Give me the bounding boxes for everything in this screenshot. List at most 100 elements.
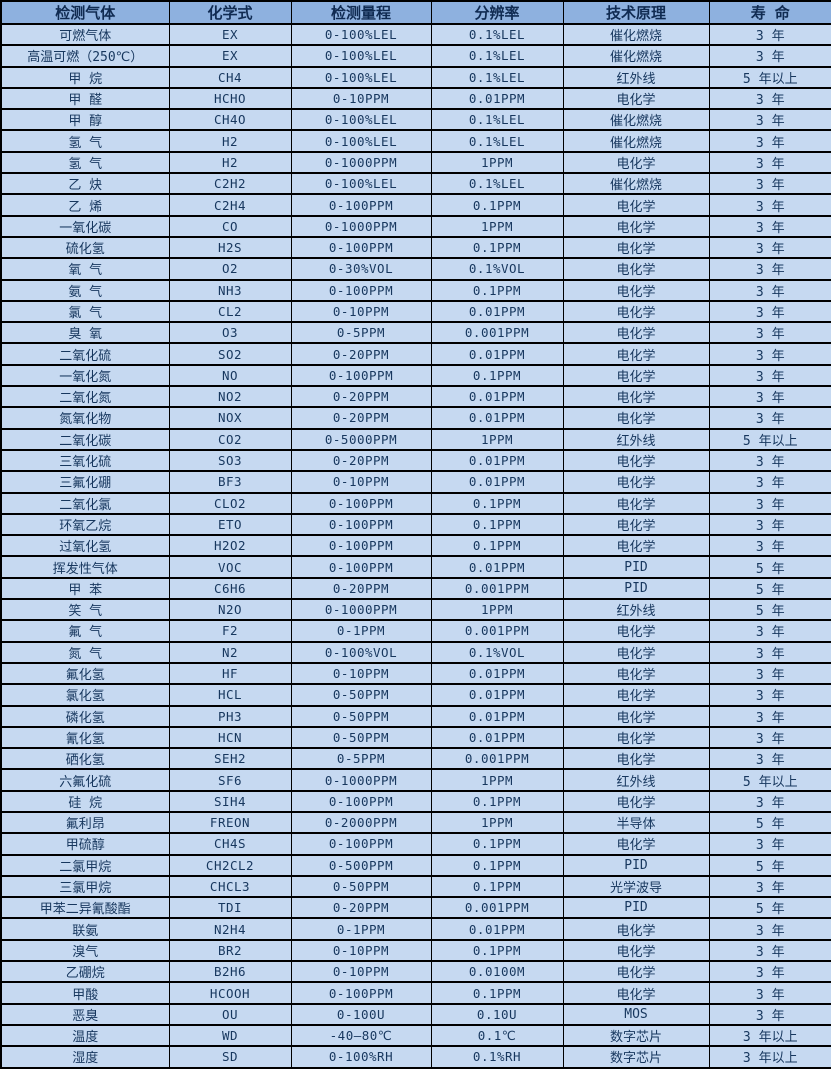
principle-cell: 电化学: [562, 981, 710, 1005]
gas-name-cell: 甲硫醇: [0, 832, 170, 856]
resolution-cell: 0.1PPM: [430, 853, 564, 877]
column-header-range: 检测量程: [290, 0, 432, 25]
gas-name-cell: 氟化氢: [0, 661, 170, 686]
gas-name-cell: 二氧化氯: [0, 491, 170, 515]
range-cell: 0-100PPM: [290, 555, 432, 579]
resolution-cell: 0.1PPM: [430, 235, 564, 260]
gas-name-cell: 六氟化硫: [0, 768, 170, 792]
range-cell: 0-50PPM: [290, 683, 432, 707]
resolution-cell: 0.01PPM: [430, 661, 564, 686]
range-cell: 0-100PPM: [290, 363, 432, 388]
principle-cell: 电化学: [562, 342, 710, 366]
principle-cell: 电化学: [562, 257, 710, 281]
gas-name-cell: 溴气: [0, 938, 170, 963]
range-cell: 0-1PPM: [290, 619, 432, 643]
resolution-cell: 0.01PPM: [430, 406, 564, 430]
resolution-cell: 0.01PPM: [430, 86, 564, 111]
lifespan-cell: 3 年: [708, 534, 831, 558]
principle-cell: 电化学: [562, 406, 710, 430]
table-row: 甲 烷 CH4 0-100%LEL 0.1%LEL 红外线 5 年以上: [0, 65, 831, 89]
formula-cell: C2H2: [168, 172, 292, 196]
table-row: 氯 气 CL2 0-10PPM 0.01PPM 电化学 3 年: [0, 299, 831, 324]
formula-cell: H2O2: [168, 534, 292, 558]
formula-cell: NO2: [168, 385, 292, 409]
table-row: 氟 气 F2 0-1PPM 0.001PPM 电化学 3 年: [0, 619, 831, 643]
range-cell: 0-100%VOL: [290, 640, 432, 664]
lifespan-cell: 3 年: [708, 150, 831, 175]
table-row: 乙硼烷 B2H6 0-10PPM 0.0100M 电化学 3 年: [0, 960, 831, 984]
range-cell: 0-10PPM: [290, 299, 432, 324]
formula-cell: CO: [168, 214, 292, 238]
table-body: 可燃气体 EX 0-100%LEL 0.1%LEL 催化燃烧 3 年 高温可燃（…: [0, 22, 831, 1069]
formula-cell: CH4O: [168, 108, 292, 132]
column-header-gas: 检测气体: [0, 0, 170, 25]
table-row: 氯化氢 HCL 0-50PPM 0.01PPM 电化学 3 年: [0, 683, 831, 707]
table-row: 氢 气 H2 0-100%LEL 0.1%LEL 催化燃烧 3 年: [0, 129, 831, 153]
principle-cell: 电化学: [562, 725, 710, 750]
range-cell: 0-100%LEL: [290, 22, 432, 47]
gas-name-cell: 一氧化氮: [0, 363, 170, 388]
table-row: 二氧化硫 SO2 0-20PPM 0.01PPM 电化学 3 年: [0, 342, 831, 366]
table-row: 氟利昂 FREON 0-2000PPM 1PPM 半导体 5 年: [0, 810, 831, 835]
principle-cell: 电化学: [562, 448, 710, 473]
header-row: 检测气体 化学式 检测量程 分辨率 技术原理 寿 命: [0, 0, 831, 25]
principle-cell: 电化学: [562, 619, 710, 643]
gas-name-cell: 磷化氢: [0, 704, 170, 728]
principle-cell: 催化燃烧: [562, 108, 710, 132]
table-row: 挥发性气体 VOC 0-100PPM 0.01PPM PID 5 年: [0, 555, 831, 579]
gas-name-cell: 氟利昂: [0, 810, 170, 835]
principle-cell: 电化学: [562, 938, 710, 963]
resolution-cell: 0.1%LEL: [430, 65, 564, 89]
gas-name-cell: 乙硼烷: [0, 960, 170, 984]
gas-name-cell: 温度: [0, 1023, 170, 1048]
principle-cell: 催化燃烧: [562, 22, 710, 47]
column-header-formula: 化学式: [168, 0, 292, 25]
gas-name-cell: 过氧化氢: [0, 534, 170, 558]
range-cell: 0-20PPM: [290, 406, 432, 430]
range-cell: 0-50PPM: [290, 874, 432, 899]
lifespan-cell: 3 年: [708, 704, 831, 728]
gas-name-cell: 甲酸: [0, 981, 170, 1005]
table-row: 二氧化氮 NO2 0-20PPM 0.01PPM 电化学 3 年: [0, 385, 831, 409]
table-row: 过氧化氢 H2O2 0-100PPM 0.1PPM 电化学 3 年: [0, 534, 831, 558]
table-row: 笑 气 N2O 0-1000PPM 1PPM 红外线 5 年: [0, 598, 831, 622]
table-row: 湿度 SD 0-100%RH 0.1%RH 数字芯片 3 年以上: [0, 1045, 831, 1069]
lifespan-cell: 3 年: [708, 981, 831, 1005]
resolution-cell: 0.1PPM: [430, 534, 564, 558]
formula-cell: NOX: [168, 406, 292, 430]
formula-cell: HCN: [168, 725, 292, 750]
table-row: 氮氧化物 NOX 0-20PPM 0.01PPM 电化学 3 年: [0, 406, 831, 430]
lifespan-cell: 3 年: [708, 747, 831, 771]
table-row: 臭 氧 O3 0-5PPM 0.001PPM 电化学 3 年: [0, 321, 831, 345]
range-cell: 0-5PPM: [290, 321, 432, 345]
column-header-resolution: 分辨率: [430, 0, 564, 25]
gas-name-cell: 二氧化氮: [0, 385, 170, 409]
principle-cell: 数字芯片: [562, 1045, 710, 1069]
resolution-cell: 0.1PPM: [430, 363, 564, 388]
resolution-cell: 0.1PPM: [430, 193, 564, 217]
resolution-cell: 0.10U: [430, 1002, 564, 1026]
gas-name-cell: 二氧化碳: [0, 427, 170, 451]
principle-cell: 电化学: [562, 661, 710, 686]
resolution-cell: 1PPM: [430, 427, 564, 451]
table-row: 二氯甲烷 CH2CL2 0-500PPM 0.1PPM PID 5 年: [0, 853, 831, 877]
gas-name-cell: 挥发性气体: [0, 555, 170, 579]
gas-name-cell: 氮 气: [0, 640, 170, 664]
lifespan-cell: 3 年: [708, 22, 831, 47]
lifespan-cell: 3 年: [708, 342, 831, 366]
lifespan-cell: 3 年: [708, 406, 831, 430]
range-cell: 0-20PPM: [290, 342, 432, 366]
lifespan-cell: 5 年以上: [708, 768, 831, 792]
lifespan-cell: 5 年: [708, 896, 831, 920]
principle-cell: 电化学: [562, 491, 710, 515]
gas-name-cell: 氰化氢: [0, 725, 170, 750]
range-cell: 0-100PPM: [290, 512, 432, 537]
lifespan-cell: 3 年: [708, 385, 831, 409]
gas-name-cell: 甲 苯: [0, 576, 170, 601]
range-cell: 0-500PPM: [290, 853, 432, 877]
resolution-cell: 0.01PPM: [430, 470, 564, 494]
principle-cell: 电化学: [562, 683, 710, 707]
resolution-cell: 0.1%LEL: [430, 22, 564, 47]
resolution-cell: 0.0100M: [430, 960, 564, 984]
formula-cell: NH3: [168, 278, 292, 302]
